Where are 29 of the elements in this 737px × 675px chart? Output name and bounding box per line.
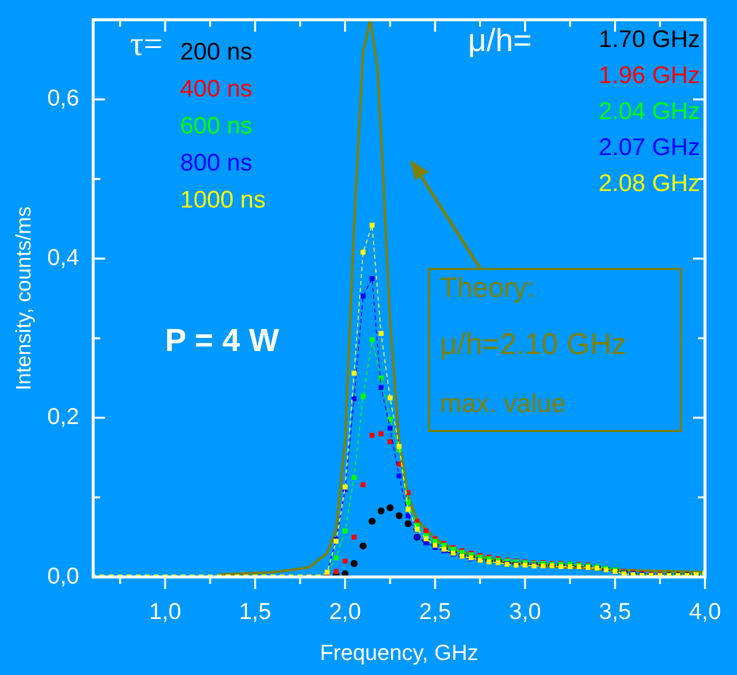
y-tick-label: 0,4 (47, 244, 80, 270)
annotation: 2.04 GHz (598, 98, 700, 126)
y-axis-title: Intensity, counts/ms (12, 206, 36, 390)
y-tick-label: 0,0 (47, 562, 80, 588)
annotation: max. value (440, 388, 566, 419)
annotation: τ= (130, 26, 163, 64)
x-tick-label: 1,0 (149, 598, 182, 624)
annotation: 2.08 GHz (598, 170, 700, 198)
x-tick-label: 4,0 (689, 598, 721, 624)
annotation: 1.70 GHz (598, 26, 700, 54)
text: 600 ns (180, 112, 252, 140)
x-tick-label: 3,5 (599, 598, 632, 624)
annotation: μ/h= (468, 22, 532, 59)
x-tick-label: 1,5 (239, 598, 272, 624)
annotation: P = 4 W (165, 322, 280, 359)
x-tick-label: 2,0 (329, 598, 362, 624)
x-axis-title: Frequency, GHz (320, 640, 478, 665)
text: 1000 ns (180, 186, 266, 214)
annotation: 1.96 GHz (598, 62, 700, 90)
x-tick-label: 2,5 (419, 598, 452, 624)
y-tick-label: 0,6 (47, 84, 80, 111)
text: 400 ns (180, 75, 252, 102)
annotation: μ/h=2.10 GHz (440, 328, 627, 362)
text: 800 ns (180, 149, 252, 176)
text: 200 ns (180, 38, 252, 66)
y-tick-label: 0,2 (47, 403, 80, 430)
x-tick-label: 3,0 (509, 598, 542, 624)
annotation: 2.07 GHz (598, 134, 700, 162)
annotation: Theory: (440, 272, 535, 304)
